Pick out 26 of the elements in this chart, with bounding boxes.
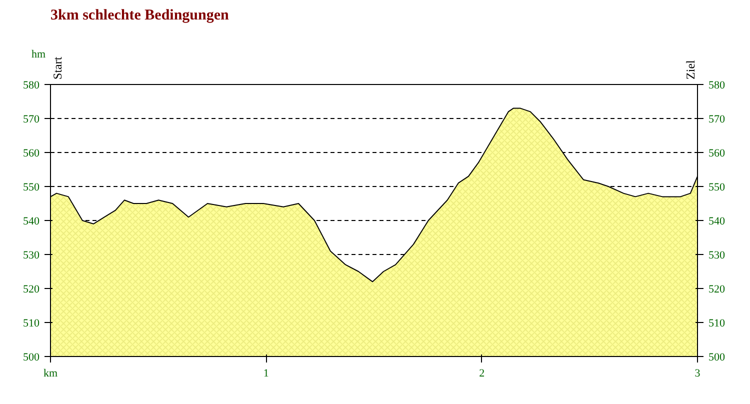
y-tick-label: 500 <box>23 352 40 364</box>
y-tick-label: 540 <box>23 216 40 228</box>
y2-tick-label: 550 <box>708 182 726 194</box>
y2-tick-label: 520 <box>708 284 726 296</box>
y-tick-label: 550 <box>23 182 40 194</box>
x-tick-label: 2 <box>479 368 485 380</box>
chart-title: 3km schlechte Bedingungen <box>50 8 230 24</box>
y2-tick-label: 540 <box>708 216 726 228</box>
text: Ziel <box>684 59 698 80</box>
y-tick-label: 560 <box>23 148 40 160</box>
y-axis-title: hm <box>31 48 46 60</box>
y2-tick-label: 560 <box>708 148 726 160</box>
x-tick-label: km <box>43 368 58 380</box>
y-tick-label: 580 <box>23 80 40 92</box>
y-tick-label: 570 <box>23 114 40 126</box>
y2-tick-label: 580 <box>708 80 726 92</box>
y-tick-label: 520 <box>23 284 40 296</box>
x-tick-label: 3 <box>694 368 701 380</box>
y-tick-label: 510 <box>23 318 40 330</box>
y-tick-label: 530 <box>23 250 40 262</box>
text: Start <box>50 56 64 80</box>
y2-tick-label: 570 <box>708 114 726 126</box>
x-tick-label: 1 <box>263 368 269 380</box>
y2-tick-label: 510 <box>708 318 726 330</box>
y2-tick-label: 530 <box>708 250 726 262</box>
y2-tick-label: 500 <box>708 352 726 364</box>
